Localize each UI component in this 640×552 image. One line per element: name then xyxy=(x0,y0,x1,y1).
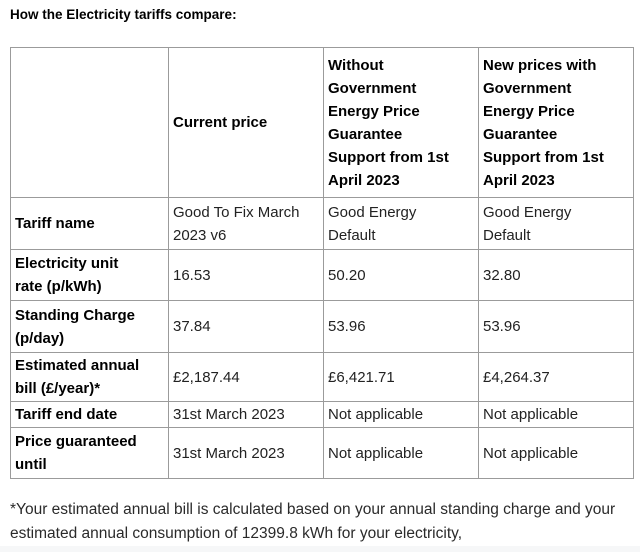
table-cell: Not applicable xyxy=(478,401,634,428)
tariff-comparison-table: Current price Without Government Energy … xyxy=(10,47,634,479)
table-cell: Not applicable xyxy=(323,427,479,479)
table-cell: 31st March 2023 xyxy=(168,427,324,479)
row-header-price-guaranteed: Price guaranteed until xyxy=(10,427,169,479)
table-cell: 32.80 xyxy=(478,249,634,301)
table-cell: 31st March 2023 xyxy=(168,401,324,428)
row-header-standing-charge: Standing Charge (p/day) xyxy=(10,300,169,353)
table-header-row: Current price Without Government Energy … xyxy=(10,47,634,198)
column-header-empty xyxy=(10,47,169,198)
column-header-with-support: New prices with Government Energy Price … xyxy=(478,47,634,198)
table-cell: 37.84 xyxy=(168,300,324,353)
table-row-unit-rate: Electricity unit rate (p/kWh) 16.53 50.2… xyxy=(10,249,634,301)
table-cell: Good Energy Default xyxy=(323,197,479,250)
table-cell: Good To Fix March 2023 v6 xyxy=(168,197,324,250)
table-row-standing-charge: Standing Charge (p/day) 37.84 53.96 53.9… xyxy=(10,300,634,353)
row-header-tariff-name: Tariff name xyxy=(10,197,169,250)
row-header-annual-bill: Estimated annual bill (£/year)* xyxy=(10,352,169,402)
page-title: How the Electricity tariffs compare: xyxy=(10,7,237,22)
table-cell: £6,421.71 xyxy=(323,352,479,402)
row-header-unit-rate: Electricity unit rate (p/kWh) xyxy=(10,249,169,301)
footnote-text: *Your estimated annual bill is calculate… xyxy=(10,501,616,542)
table-row-annual-bill: Estimated annual bill (£/year)* £2,187.4… xyxy=(10,352,634,402)
table-row-tariff-name: Tariff name Good To Fix March 2023 v6 Go… xyxy=(10,197,634,250)
row-header-tariff-end-date: Tariff end date xyxy=(10,401,169,428)
table-cell: Good Energy Default xyxy=(478,197,634,250)
table-cell: £4,264.37 xyxy=(478,352,634,402)
table-cell: £2,187.44 xyxy=(168,352,324,402)
table-cell: Not applicable xyxy=(478,427,634,479)
table-cell: 53.96 xyxy=(323,300,479,353)
table-cell: 50.20 xyxy=(323,249,479,301)
bottom-band xyxy=(0,546,640,552)
column-header-without-support: Without Government Energy Price Guarante… xyxy=(323,47,479,198)
table-cell: 53.96 xyxy=(478,300,634,353)
table-cell: Not applicable xyxy=(323,401,479,428)
table-row-tariff-end-date: Tariff end date 31st March 2023 Not appl… xyxy=(10,401,634,428)
table-row-price-guaranteed: Price guaranteed until 31st March 2023 N… xyxy=(10,427,634,479)
table-cell: 16.53 xyxy=(168,249,324,301)
column-header-current-price: Current price xyxy=(168,47,324,198)
